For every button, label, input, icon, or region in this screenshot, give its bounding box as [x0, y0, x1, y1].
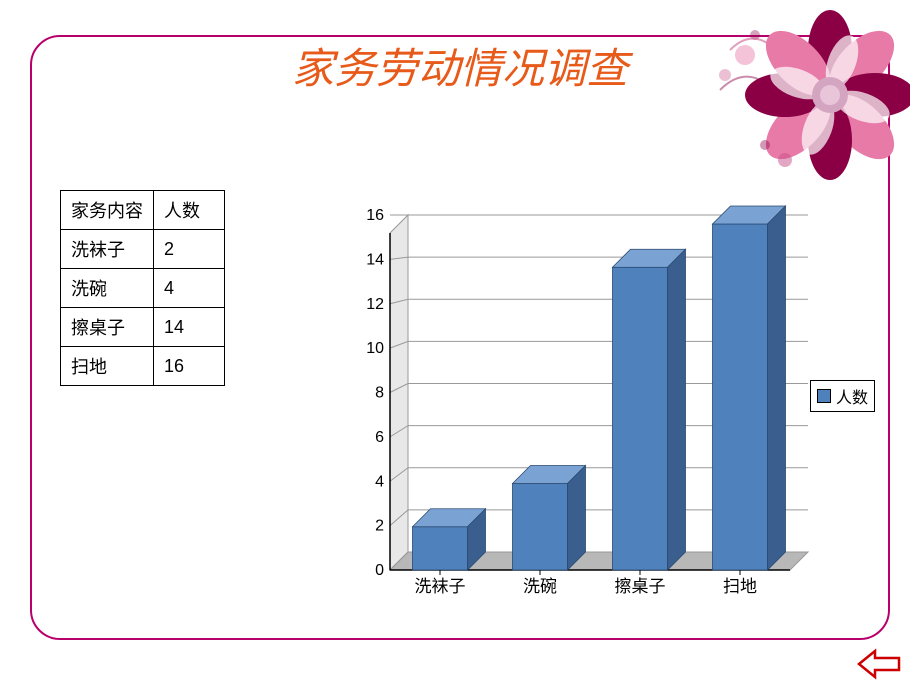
legend-swatch: [817, 389, 831, 403]
svg-text:扫地: 扫地: [723, 577, 757, 596]
svg-text:12: 12: [366, 296, 384, 313]
table-row: 扫地16: [61, 347, 225, 386]
page-title: 家务劳动情况调查: [0, 35, 920, 96]
svg-text:14: 14: [366, 251, 384, 268]
svg-text:4: 4: [375, 473, 384, 490]
table-header-row: 家务内容 人数: [61, 191, 225, 230]
bar-chart: 0 2 4 6 8 10 12 14 16 洗袜子 洗碗 擦桌子 扫地 人数: [345, 205, 875, 610]
svg-text:洗袜子: 洗袜子: [415, 577, 466, 596]
table-row: 洗袜子2: [61, 230, 225, 269]
chart-legend: 人数: [810, 380, 875, 412]
svg-text:2: 2: [375, 518, 384, 535]
table-row: 洗碗4: [61, 269, 225, 308]
table-header: 家务内容: [61, 191, 154, 230]
legend-label: 人数: [836, 384, 868, 408]
svg-text:8: 8: [375, 385, 384, 402]
data-table: 家务内容 人数 洗袜子2 洗碗4 擦桌子14 扫地16: [60, 190, 225, 386]
back-arrow-icon[interactable]: [857, 647, 902, 682]
table-row: 擦桌子14: [61, 308, 225, 347]
svg-text:0: 0: [375, 562, 384, 579]
table-header: 人数: [154, 191, 225, 230]
svg-text:6: 6: [375, 429, 384, 446]
svg-text:洗碗: 洗碗: [523, 577, 557, 596]
svg-text:16: 16: [366, 207, 384, 224]
chart-svg: 0 2 4 6 8 10 12 14 16 洗袜子 洗碗 擦桌子 扫地: [345, 205, 875, 610]
svg-text:擦桌子: 擦桌子: [615, 577, 666, 596]
svg-text:10: 10: [366, 340, 384, 357]
